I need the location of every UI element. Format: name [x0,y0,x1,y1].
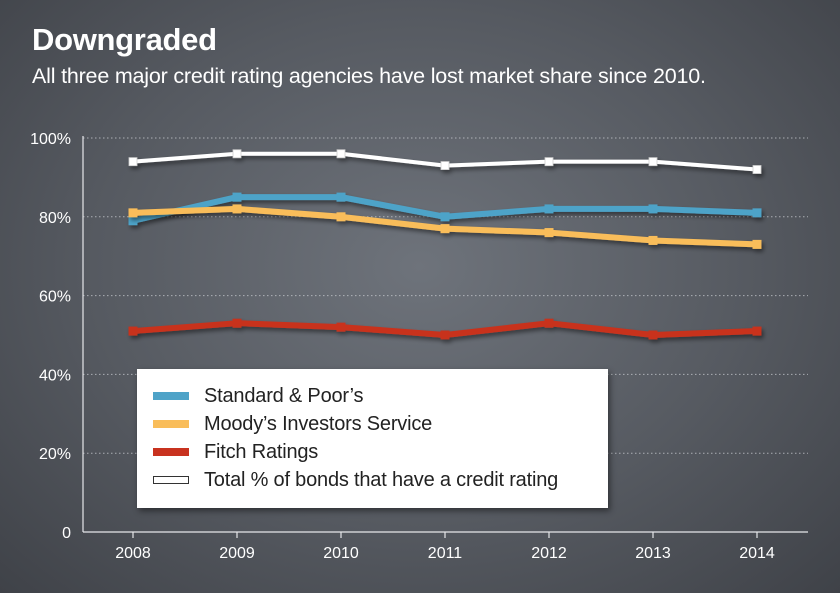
chart-subtitle: All three major credit rating agencies h… [32,64,706,88]
legend: Standard & Poor’s Moody’s Investors Serv… [137,369,608,508]
data-point [336,322,346,332]
data-point [232,204,242,214]
data-point [128,216,138,226]
series-2 [128,318,762,340]
data-point [232,318,242,328]
y-tick-label: 40% [39,367,71,384]
data-point [128,326,138,336]
data-point [544,318,554,328]
data-point [752,208,762,218]
data-point [648,157,658,167]
data-point [128,208,138,218]
data-point [232,192,242,202]
data-point [440,161,450,170]
y-tick-label: 60% [39,289,71,306]
data-point [440,212,450,222]
y-tick-label: 100% [30,131,71,148]
x-tick-label: 2009 [219,545,255,562]
x-tick-label: 2013 [635,545,671,562]
data-point [336,192,346,202]
legend-label-sp: Standard & Poor’s [204,384,364,407]
data-point [336,212,346,222]
x-tick-label: 2010 [323,545,359,562]
legend-item-moodys: Moody’s Investors Service [153,410,608,438]
legend-item-total: Total % of bonds that have a credit rati… [153,466,608,494]
data-point [440,330,450,340]
data-point [128,157,138,167]
legend-label-total: Total % of bonds that have a credit rati… [204,468,559,491]
series-3 [128,149,762,174]
y-tick-label: 80% [39,210,71,227]
legend-swatch-fitch [153,448,189,456]
x-tick-label: 2011 [428,545,463,562]
series-1 [128,204,762,249]
series-0 [128,192,762,226]
x-tick-label: 2014 [739,545,775,562]
legend-swatch-sp [153,392,189,400]
data-point [648,330,658,340]
x-tick-label: 2012 [531,545,567,562]
data-point [544,228,554,238]
data-point [232,149,242,159]
legend-label-moodys: Moody’s Investors Service [204,412,433,435]
y-tick-label: 20% [39,446,71,463]
data-point [544,157,554,167]
legend-item-sp: Standard & Poor’s [153,382,608,410]
data-point [336,149,346,159]
data-point [440,224,450,234]
legend-item-fitch: Fitch Ratings [153,438,608,466]
y-tick-label: 0 [62,525,71,542]
chart-title: Downgraded [32,22,217,57]
data-point [752,326,762,336]
data-point [544,204,554,214]
legend-swatch-total [153,476,189,484]
data-point [648,235,658,245]
data-point [752,239,762,249]
x-tick-label: 2008 [115,545,151,562]
legend-swatch-moodys [153,420,189,428]
data-point [648,204,658,214]
axes: 0 20% 40% 60% 80% 100% 2008 2009 2010 2011 2012 201… [30,131,808,562]
legend-label-fitch: Fitch Ratings [204,440,319,463]
data-point [752,165,762,174]
series-lines [128,149,762,340]
